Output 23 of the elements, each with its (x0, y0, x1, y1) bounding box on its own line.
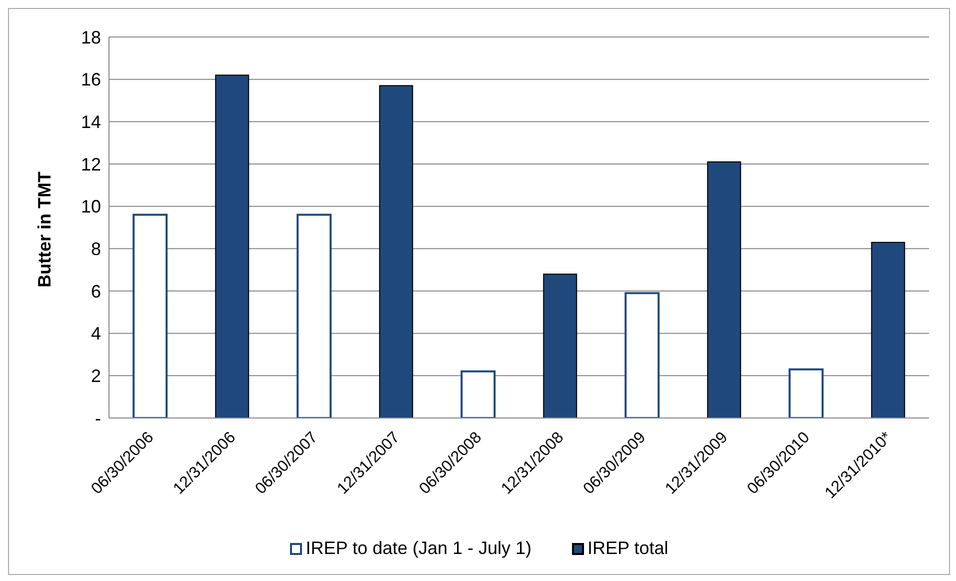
y-tick-label: 8 (90, 239, 101, 260)
bar (871, 242, 906, 418)
y-tick-label: 2 (90, 366, 101, 386)
bar (543, 274, 578, 418)
legend-label: IREP total (588, 538, 668, 559)
bar (624, 292, 660, 418)
y-tick-label: 6 (90, 281, 101, 302)
y-tick-label: 16 (80, 70, 101, 90)
legend-label: IREP to date (Jan 1 - July 1) (306, 538, 532, 559)
bar (132, 214, 168, 418)
bar (460, 370, 496, 418)
bar (379, 85, 414, 418)
y-tick-label: 14 (80, 112, 101, 132)
y-tick-label: 12 (80, 154, 101, 174)
bar (296, 214, 332, 418)
y-tick-label: 18 (80, 27, 101, 48)
bar (788, 368, 824, 418)
y-tick-label: 10 (80, 196, 101, 217)
y-tick-label: 4 (90, 324, 101, 344)
bar (707, 161, 742, 418)
bar (215, 74, 250, 418)
y-tick-label: - (95, 408, 101, 428)
y-axis-title: Butter in TMT (34, 172, 54, 288)
